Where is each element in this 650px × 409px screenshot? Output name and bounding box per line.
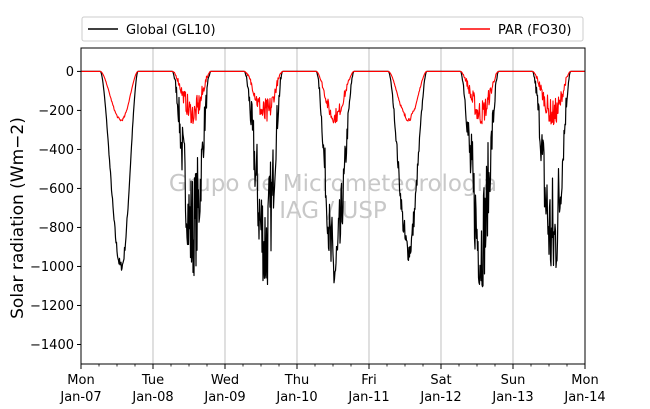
series-line-1 — [80, 70, 586, 126]
x-tick-label-date: Jan-07 — [59, 390, 101, 405]
x-tick-label-day: Mon — [67, 373, 94, 388]
y-tick-label: −1000 — [30, 260, 74, 275]
x-axis: Mon Jan-07 Tue Jan-08 Wed Jan-09 Thu Jan-10 Fri J… — [59, 364, 606, 405]
y-tick-label: 0 — [66, 65, 74, 80]
x-tick-label-date: Jan-09 — [203, 390, 245, 405]
x-tick-label-date: Jan-10 — [275, 390, 317, 405]
y-axis-label: Solar radiation (Wm−2) — [8, 117, 28, 319]
legend-label: Global (GL10) — [126, 23, 216, 38]
grid-lines — [152, 48, 514, 364]
y-tick-label: −1400 — [30, 338, 74, 353]
x-tick-label-day: Sun — [501, 373, 526, 388]
y-tick-label: −400 — [38, 143, 74, 158]
y-tick-label: −1200 — [30, 299, 74, 314]
x-tick-label-date: Jan-08 — [131, 390, 173, 405]
x-tick-label-date: Jan-14 — [563, 390, 605, 405]
y-axis: 0 −200 −400 −600 −800 −1000 −1200 −1400 — [30, 65, 81, 353]
x-tick-label-day: Thu — [284, 373, 309, 388]
y-tick-label: −800 — [38, 221, 74, 236]
x-tick-label-day: Mon — [571, 373, 598, 388]
legend: Global (GL10) PAR (FO30) — [81, 16, 584, 42]
x-tick-label-date: Jan-12 — [419, 390, 461, 405]
legend-label: PAR (FO30) — [498, 23, 571, 38]
watermark-line: Grupo de Micrometeorologia — [169, 171, 497, 197]
x-tick-label-day: Tue — [141, 373, 164, 388]
legend-box — [81, 16, 584, 42]
series-lines — [80, 70, 586, 288]
watermark-line: IAG / USP — [279, 198, 387, 224]
x-tick-label-day: Fri — [361, 373, 377, 388]
x-tick-label-day: Sat — [430, 373, 451, 388]
x-tick-label-day: Wed — [211, 373, 239, 388]
x-tick-label-date: Jan-13 — [491, 390, 533, 405]
y-tick-label: −600 — [38, 182, 74, 197]
x-tick-label-date: Jan-11 — [347, 390, 389, 405]
y-tick-label: −200 — [38, 104, 74, 119]
